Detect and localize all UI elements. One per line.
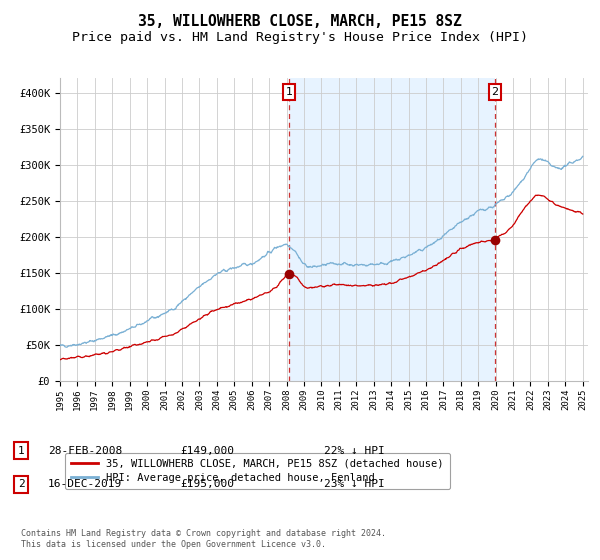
- Text: 2: 2: [491, 87, 499, 97]
- Text: £195,000: £195,000: [180, 479, 234, 489]
- Bar: [289, 78, 495, 381]
- Legend: 35, WILLOWHERB CLOSE, MARCH, PE15 8SZ (detached house), HPI: Average price, deta: 35, WILLOWHERB CLOSE, MARCH, PE15 8SZ (d…: [65, 452, 449, 489]
- Text: 16-DEC-2019: 16-DEC-2019: [48, 479, 122, 489]
- Text: £149,000: £149,000: [180, 446, 234, 456]
- Text: 22% ↓ HPI: 22% ↓ HPI: [324, 446, 385, 456]
- Text: Price paid vs. HM Land Registry's House Price Index (HPI): Price paid vs. HM Land Registry's House …: [72, 31, 528, 44]
- Text: 1: 1: [286, 87, 293, 97]
- Text: 23% ↓ HPI: 23% ↓ HPI: [324, 479, 385, 489]
- Text: 35, WILLOWHERB CLOSE, MARCH, PE15 8SZ: 35, WILLOWHERB CLOSE, MARCH, PE15 8SZ: [138, 14, 462, 29]
- Text: Contains HM Land Registry data © Crown copyright and database right 2024.
This d: Contains HM Land Registry data © Crown c…: [21, 529, 386, 549]
- Text: 2: 2: [17, 479, 25, 489]
- Text: 28-FEB-2008: 28-FEB-2008: [48, 446, 122, 456]
- Text: 1: 1: [17, 446, 25, 456]
